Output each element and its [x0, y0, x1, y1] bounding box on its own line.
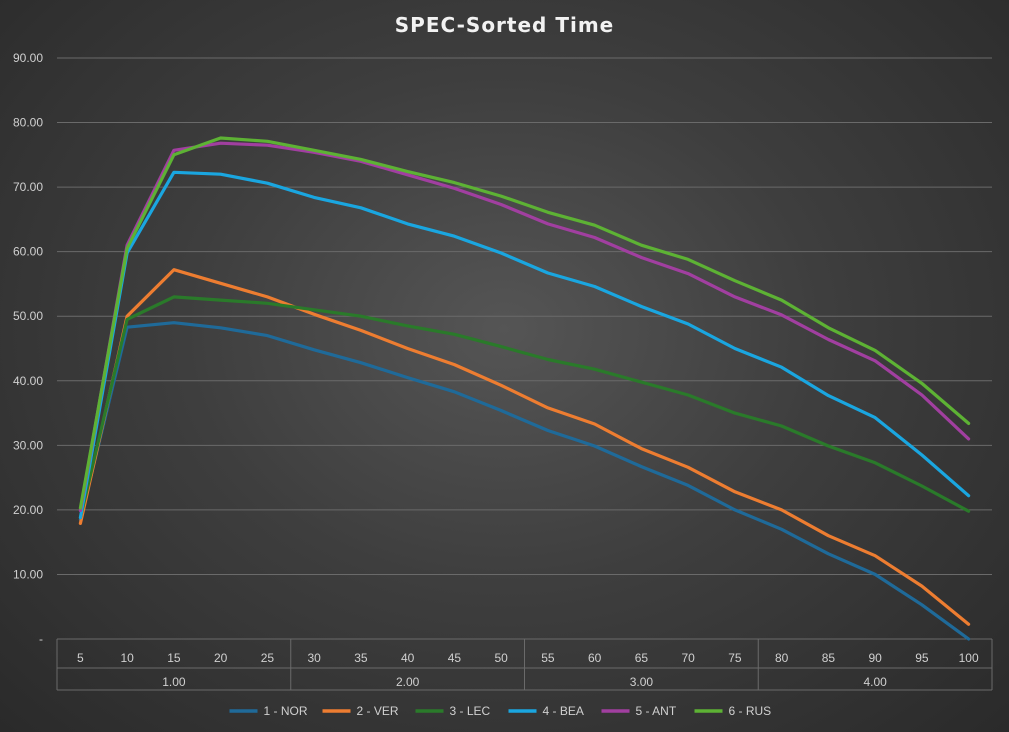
- x-tick-label: 80: [775, 651, 789, 665]
- x-tick-label: 30: [307, 651, 321, 665]
- y-tick-label: 10.00: [13, 567, 43, 581]
- x-tick-label: 5: [77, 651, 84, 665]
- x-tick-label: 75: [728, 651, 742, 665]
- x-tick-label: 70: [681, 651, 695, 665]
- y-tick-label: 40.00: [13, 374, 43, 388]
- series-line-1-nor: [78, 321, 971, 641]
- x-tick-label: 65: [635, 651, 649, 665]
- legend: 1 - NOR 2 - VER 3 - LEC 4 - BEA 5 - ANT 6 - R…: [229, 704, 772, 718]
- y-tick-label: 50.00: [13, 309, 43, 323]
- x-tick-label: 95: [915, 651, 929, 665]
- legend-item: 3 - LEC: [415, 704, 491, 718]
- series-line-2-ver: [78, 268, 971, 626]
- x-tick-label: 45: [448, 651, 462, 665]
- y-axis-ticks: - 10.00 20.00 30.00 40.00 50.00 60.00 70.00 80.0…: [13, 51, 43, 646]
- x-tick-label: 15: [167, 651, 181, 665]
- series-line-3-lec: [78, 295, 971, 520]
- x-group-label: 1.00: [162, 675, 186, 689]
- legend-item: 1 - NOR: [229, 704, 308, 718]
- x-tick-label: 90: [868, 651, 882, 665]
- legend-label: 4 - BEA: [543, 704, 584, 718]
- series-lines: [78, 136, 971, 641]
- y-tick-label: 70.00: [13, 180, 43, 194]
- x-tick-label: 100: [959, 651, 979, 665]
- x-tick-label: 85: [822, 651, 836, 665]
- x-tick-label: 50: [494, 651, 508, 665]
- x-group-label: 4.00: [863, 675, 887, 689]
- y-tick-label: 30.00: [13, 438, 43, 452]
- gridlines: [57, 57, 992, 640]
- x-tick-label: 60: [588, 651, 602, 665]
- chart-title: SPEC-Sorted Time: [395, 13, 614, 37]
- x-tick-label: 20: [214, 651, 228, 665]
- legend-item: 2 - VER: [322, 704, 399, 718]
- y-tick-label: 60.00: [13, 245, 43, 259]
- y-tick-label: 90.00: [13, 51, 43, 65]
- legend-label: 5 - ANT: [636, 704, 677, 718]
- x-axis: 5 10 15 20 25 30 35 40 45 50 55 60 65 70 75 80 85 90 95 100…: [56, 639, 993, 691]
- legend-label: 2 - VER: [357, 704, 399, 718]
- x-tick-label: 35: [354, 651, 368, 665]
- y-tick-label: 20.00: [13, 503, 43, 517]
- legend-label: 3 - LEC: [450, 704, 491, 718]
- y-tick-label: -: [39, 632, 43, 646]
- series-line-5-ant: [78, 141, 971, 513]
- x-group-label: 2.00: [396, 675, 420, 689]
- series-line-4-bea: [78, 170, 971, 520]
- x-tick-label: 40: [401, 651, 415, 665]
- legend-label: 1 - NOR: [264, 704, 308, 718]
- x-group-label: 3.00: [630, 675, 654, 689]
- y-tick-label: 80.00: [13, 116, 43, 130]
- legend-label: 6 - RUS: [729, 704, 772, 718]
- legend-item: 6 - RUS: [694, 704, 772, 718]
- legend-item: 5 - ANT: [601, 704, 677, 718]
- x-tick-label: 10: [120, 651, 134, 665]
- series-line-6-rus: [78, 136, 971, 510]
- x-tick-label: 25: [261, 651, 275, 665]
- x-tick-label: 55: [541, 651, 555, 665]
- legend-item: 4 - BEA: [508, 704, 584, 718]
